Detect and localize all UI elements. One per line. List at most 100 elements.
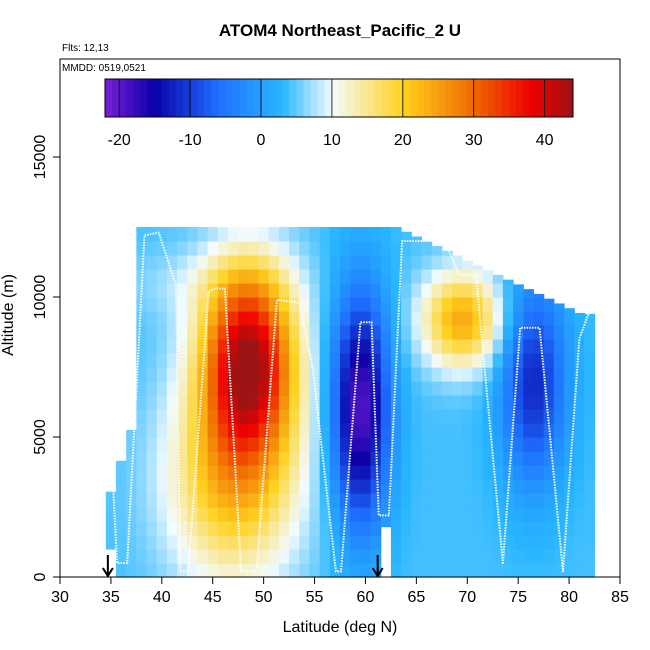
heatmap-cell: [502, 339, 514, 354]
colorbar-segment: [523, 79, 531, 117]
heatmap-cell: [523, 493, 535, 508]
heatmap-cell: [543, 437, 555, 452]
heatmap-cell: [177, 325, 188, 340]
heatmap-cell: [278, 241, 290, 256]
heatmap-cell: [533, 563, 545, 578]
heatmap-cell: [268, 255, 280, 270]
heatmap-cell: [299, 479, 311, 494]
heatmap-cell: [228, 493, 239, 508]
heatmap-cell: [543, 451, 555, 466]
heatmap-cell: [553, 465, 565, 480]
heatmap-cell: [289, 493, 300, 508]
heatmap-cell: [502, 549, 514, 564]
heatmap-cell: [329, 339, 341, 354]
heatmap-cell: [238, 381, 249, 396]
heatmap-cell: [217, 353, 229, 368]
heatmap-cell: [350, 507, 361, 522]
heatmap-cell: [492, 549, 504, 564]
heatmap-cell: [574, 409, 585, 424]
heatmap-cell: [390, 451, 402, 466]
heatmap-cell: [268, 535, 280, 550]
heatmap-cell: [136, 311, 148, 326]
heatmap-cell: [462, 283, 473, 298]
heatmap-cell: [258, 227, 270, 242]
heatmap-cell: [502, 381, 514, 396]
heatmap-cell: [452, 409, 463, 424]
heatmap-cell: [513, 395, 524, 410]
heatmap-cell: [340, 549, 351, 564]
colorbar-segment: [417, 79, 425, 117]
heatmap-cell: [319, 241, 331, 256]
colorbar-segment: [331, 79, 340, 117]
colorbar-segment: [275, 79, 283, 117]
heatmap-cell: [238, 241, 249, 256]
heatmap-cell: [421, 297, 433, 312]
heatmap-cell: [309, 479, 321, 494]
heatmap-cell: [146, 227, 158, 242]
heatmap-cell: [513, 367, 524, 382]
heatmap-cell: [431, 353, 443, 368]
heatmap-cell: [289, 507, 300, 522]
heatmap-cell: [533, 451, 545, 466]
heatmap-cell: [523, 325, 535, 340]
heatmap-cell: [329, 451, 341, 466]
heatmap-cell: [116, 549, 127, 564]
heatmap-cell: [156, 269, 168, 284]
heatmap-cell: [105, 535, 117, 550]
heatmap-cell: [492, 479, 504, 494]
heatmap-cell: [309, 255, 321, 270]
heatmap-cell: [187, 241, 199, 256]
heatmap-cell: [340, 465, 351, 480]
colorbar-segment: [544, 79, 553, 117]
heatmap-cell: [289, 535, 300, 550]
colorbar-segment: [204, 79, 212, 117]
heatmap-cell: [156, 409, 168, 424]
heatmap-cell: [452, 493, 463, 508]
heatmap-cell: [289, 283, 300, 298]
heatmap-cell: [462, 493, 473, 508]
heatmap-cell: [502, 283, 514, 298]
heatmap-cell: [360, 255, 372, 270]
heatmap-cell: [187, 367, 199, 382]
heatmap-cell: [228, 535, 239, 550]
heatmap-cell: [156, 451, 168, 466]
heatmap-cell: [441, 353, 453, 368]
heatmap-cell: [207, 493, 219, 508]
heatmap-cell: [482, 507, 494, 522]
heatmap-cell: [238, 255, 249, 270]
heatmap-cell: [136, 339, 148, 354]
heatmap-cell: [502, 521, 514, 536]
heatmap-cell: [228, 381, 239, 396]
heatmap-cell: [462, 395, 473, 410]
heatmap-cell: [187, 353, 199, 368]
x-tick-label: 55: [306, 589, 324, 606]
heatmap-cell: [421, 563, 433, 578]
heatmap-cell: [299, 353, 311, 368]
heatmap-cell: [136, 269, 148, 284]
heatmap-cell: [462, 465, 473, 480]
heatmap-cell: [472, 423, 484, 438]
heatmap-cell: [248, 493, 260, 508]
heatmap-cell: [248, 283, 260, 298]
heatmap-cell: [431, 521, 443, 536]
heatmap-cell: [452, 297, 463, 312]
heatmap-cell: [278, 227, 290, 242]
heatmap-cell: [299, 395, 311, 410]
heatmap-cell: [278, 367, 290, 382]
heatmap-cell: [217, 367, 229, 382]
heatmap-cell: [431, 255, 443, 270]
heatmap-cell: [238, 451, 249, 466]
heatmap-cell: [533, 293, 545, 298]
heatmap-cell: [340, 381, 351, 396]
heatmap-cell: [248, 395, 260, 410]
heatmap-cell: [390, 255, 402, 270]
heatmap-cell: [564, 507, 575, 522]
heatmap-cell: [472, 325, 484, 340]
heatmap-cell: [380, 358, 392, 374]
heatmap-cell: [187, 381, 199, 396]
heatmap-cell: [431, 535, 443, 550]
heatmap-cell: [370, 535, 382, 550]
heatmap-cell: [380, 470, 392, 486]
heatmap-cell: [431, 437, 443, 452]
heatmap-cell: [258, 311, 270, 326]
